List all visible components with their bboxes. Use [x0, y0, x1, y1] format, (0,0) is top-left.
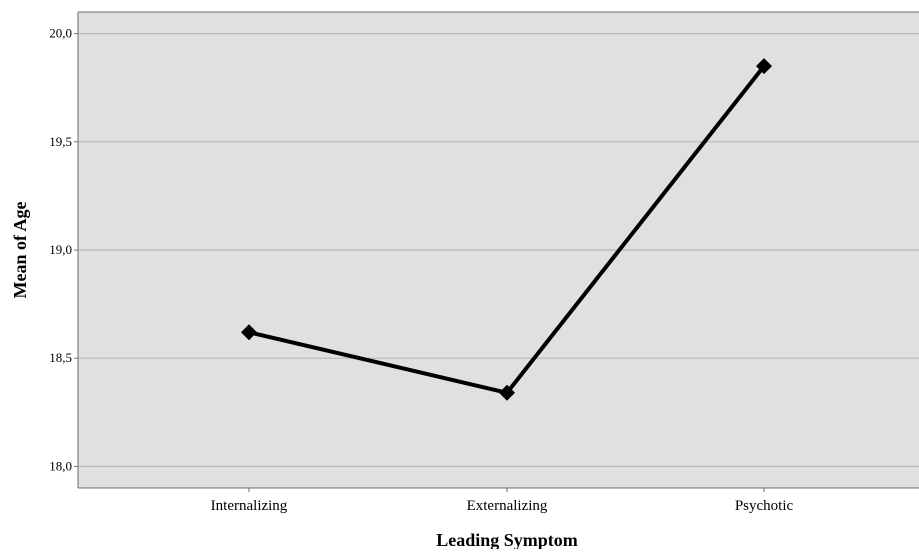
- x-axis-title: Leading Symptom: [436, 530, 578, 549]
- y-axis-tick-labels: 18,0 18,5 19,0 19,5 20,0: [49, 26, 78, 473]
- y-tick-label: 18,5: [49, 350, 72, 365]
- y-tick-label: 18,0: [49, 458, 72, 473]
- data-point-marker: [756, 58, 772, 75]
- y-tick-label: 20,0: [49, 26, 72, 41]
- gridlines: [78, 33, 919, 467]
- x-tick-label: Externalizing: [467, 498, 548, 514]
- x-axis-tick-labels: Internalizing Externalizing Psychotic: [211, 488, 794, 514]
- data-series: [241, 58, 772, 401]
- y-axis-title: Mean of Age: [10, 202, 30, 299]
- data-point-marker: [499, 384, 515, 401]
- data-point-marker: [241, 324, 257, 341]
- y-tick-label: 19,5: [49, 134, 72, 149]
- x-tick-label: Internalizing: [211, 498, 288, 514]
- y-tick-label: 19,0: [49, 242, 72, 257]
- x-tick-label: Psychotic: [735, 498, 794, 514]
